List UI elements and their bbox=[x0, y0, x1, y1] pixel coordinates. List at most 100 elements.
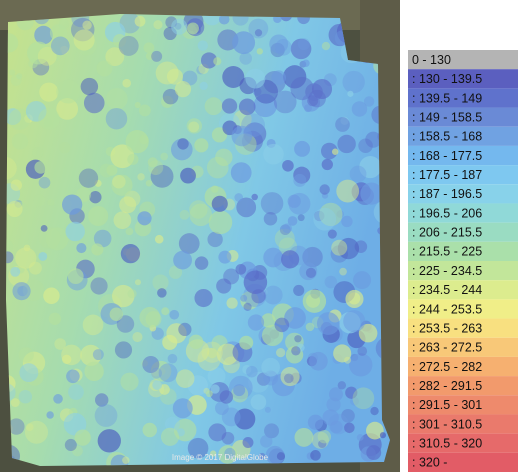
texture-blob bbox=[177, 138, 188, 149]
texture-blob bbox=[91, 243, 103, 255]
texture-blob bbox=[239, 52, 252, 65]
texture-blob bbox=[284, 373, 294, 383]
texture-blob bbox=[43, 288, 59, 304]
legend-label: : 196.5 - 206 bbox=[412, 206, 482, 220]
texture-blob bbox=[319, 184, 329, 194]
texture-blob bbox=[11, 180, 22, 191]
legend-label: : 253.5 - 263 bbox=[412, 321, 482, 335]
texture-blob bbox=[122, 79, 131, 88]
texture-blob bbox=[34, 161, 47, 174]
texture-blob bbox=[79, 169, 98, 188]
texture-blob bbox=[81, 78, 98, 95]
texture-blob bbox=[207, 157, 229, 179]
texture-blob bbox=[180, 210, 190, 220]
texture-blob bbox=[308, 415, 323, 430]
texture-blob bbox=[322, 42, 330, 50]
legend-label: : 263 - 272.5 bbox=[412, 341, 482, 355]
texture-blob bbox=[29, 262, 42, 275]
texture-blob bbox=[347, 91, 353, 97]
texture-blob bbox=[76, 243, 86, 253]
texture-blob bbox=[38, 252, 47, 261]
page: Image © 2017 DigitalGlobe 0 - 130: 130 -… bbox=[0, 0, 518, 472]
texture-blob bbox=[260, 435, 272, 447]
texture-blob bbox=[222, 98, 237, 113]
legend: 0 - 130: 130 - 139.5: 139.5 - 149: 149 -… bbox=[408, 50, 518, 472]
texture-blob bbox=[122, 457, 129, 464]
texture-blob bbox=[302, 59, 309, 66]
legend-label: : 320 - bbox=[412, 456, 447, 470]
legend-label: : 206 - 215.5 bbox=[412, 226, 482, 240]
texture-blob bbox=[349, 353, 372, 376]
texture-blob bbox=[313, 208, 336, 231]
texture-blob bbox=[121, 244, 140, 263]
texture-blob bbox=[189, 204, 212, 227]
texture-blob bbox=[173, 398, 193, 418]
texture-blob bbox=[151, 51, 162, 62]
texture-blob bbox=[180, 168, 196, 184]
texture-blob bbox=[310, 450, 321, 461]
texture-blob bbox=[222, 432, 235, 445]
texture-blob bbox=[261, 192, 284, 215]
texture-blob bbox=[216, 278, 231, 293]
texture-blob bbox=[7, 201, 23, 217]
texture-blob bbox=[49, 313, 61, 325]
legend-label: : 225 - 234.5 bbox=[412, 264, 482, 278]
texture-blob bbox=[161, 307, 169, 315]
texture-blob bbox=[74, 29, 95, 50]
texture-blob bbox=[143, 423, 157, 437]
texture-blob bbox=[194, 289, 212, 307]
texture-blob bbox=[39, 177, 51, 189]
texture-blob bbox=[360, 183, 382, 205]
texture-blob bbox=[222, 408, 241, 427]
texture-blob bbox=[139, 307, 160, 328]
texture-blob bbox=[119, 36, 139, 56]
texture-blob bbox=[294, 141, 310, 157]
texture-blob bbox=[106, 108, 128, 130]
texture-blob bbox=[232, 126, 253, 147]
texture-blob bbox=[339, 268, 347, 276]
texture-blob bbox=[263, 248, 283, 268]
texture-blob bbox=[206, 390, 213, 397]
texture-blob bbox=[171, 19, 187, 35]
texture-blob bbox=[187, 22, 199, 34]
texture-blob bbox=[306, 268, 316, 278]
texture-blob bbox=[127, 154, 138, 165]
legend-label: : 149 - 158.5 bbox=[412, 110, 482, 124]
texture-blob bbox=[251, 289, 265, 303]
texture-blob bbox=[317, 312, 340, 335]
texture-blob bbox=[26, 423, 34, 431]
texture-blob bbox=[198, 40, 208, 50]
texture-blob bbox=[245, 69, 265, 89]
texture-blob bbox=[11, 75, 22, 86]
texture-blob bbox=[332, 149, 338, 155]
legend-label: : 291.5 - 301 bbox=[412, 398, 482, 412]
texture-blob bbox=[157, 288, 167, 298]
texture-blob bbox=[161, 428, 179, 446]
texture-blob bbox=[380, 432, 386, 438]
texture-blob bbox=[144, 42, 155, 53]
texture-blob bbox=[251, 394, 267, 410]
legend-label: : 177.5 - 187 bbox=[412, 168, 482, 182]
texture-blob bbox=[255, 29, 262, 36]
texture-blob bbox=[33, 195, 45, 207]
texture-blob bbox=[19, 363, 38, 382]
texture-blob bbox=[32, 147, 43, 158]
texture-blob bbox=[19, 347, 34, 362]
texture-blob bbox=[246, 366, 258, 378]
texture-blob bbox=[41, 225, 48, 232]
texture-blob bbox=[294, 428, 313, 447]
texture-blob bbox=[10, 267, 20, 277]
texture-blob bbox=[169, 310, 179, 320]
texture-blob bbox=[84, 362, 103, 381]
texture-blob bbox=[344, 423, 355, 434]
legend-label: : 130 - 139.5 bbox=[412, 72, 482, 86]
texture-blob bbox=[168, 354, 178, 364]
texture-blob bbox=[195, 256, 208, 269]
texture-blob bbox=[56, 80, 80, 104]
texture-blob bbox=[167, 69, 183, 85]
texture-blob bbox=[243, 303, 251, 311]
texture-blob bbox=[75, 429, 91, 445]
texture-blob bbox=[322, 159, 333, 170]
texture-blob bbox=[226, 297, 237, 308]
texture-blob bbox=[213, 57, 221, 65]
